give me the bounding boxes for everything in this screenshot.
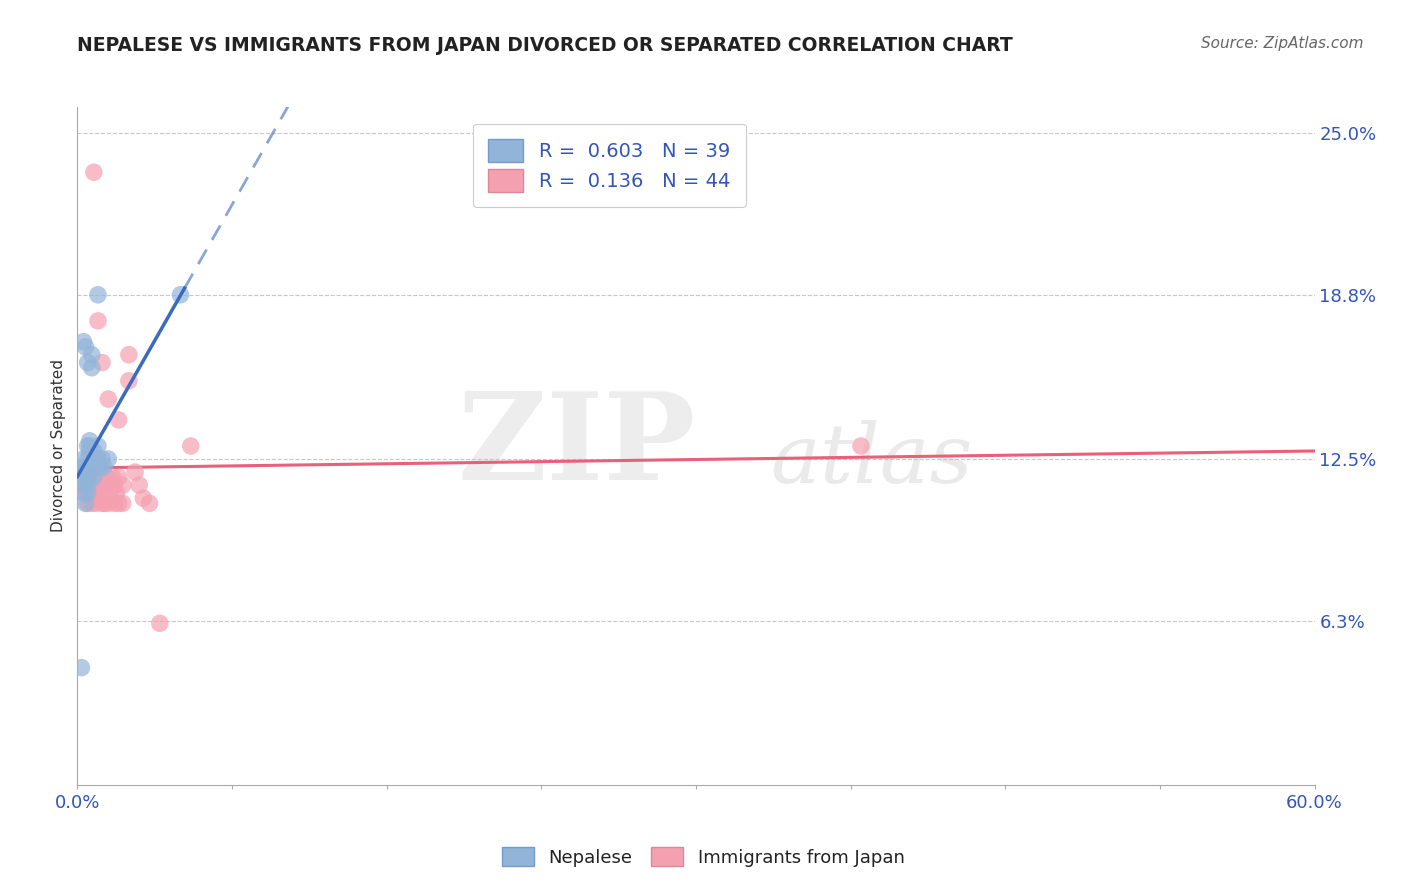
Point [80, 478, 103, 492]
Point [83, 444, 105, 458]
Point [180, 439, 202, 453]
Point [118, 348, 141, 362]
Text: Source: ZipAtlas.com: Source: ZipAtlas.com [1201, 36, 1364, 51]
Point [96, 470, 118, 484]
Point [79, 434, 101, 448]
Point [83, 470, 105, 484]
Point [75, 340, 97, 354]
Point [76, 478, 98, 492]
Point [79, 444, 101, 458]
Point [72, 459, 94, 474]
Point [97, 496, 120, 510]
Point [83, 470, 105, 484]
Point [76, 355, 98, 369]
Point [105, 486, 128, 500]
Point [75, 470, 97, 484]
Point [80, 459, 103, 474]
Point [80, 360, 103, 375]
Point [89, 459, 111, 474]
Point [75, 496, 97, 510]
Point [72, 486, 94, 500]
Point [124, 465, 146, 479]
Point [138, 496, 160, 510]
Point [87, 486, 110, 500]
Text: ZIP: ZIP [458, 387, 696, 505]
Point [91, 496, 114, 510]
Point [84, 496, 107, 510]
Point [149, 616, 172, 631]
Point [76, 486, 98, 500]
Point [72, 334, 94, 349]
Point [84, 452, 107, 467]
Point [103, 478, 125, 492]
Point [75, 486, 97, 500]
Point [93, 478, 115, 492]
Point [107, 413, 129, 427]
Point [76, 459, 98, 474]
Point [76, 452, 98, 467]
Point [132, 491, 155, 505]
Point [79, 470, 101, 484]
Point [97, 392, 120, 406]
Point [76, 470, 98, 484]
Point [75, 478, 97, 492]
Point [80, 496, 103, 510]
Point [98, 486, 121, 500]
Point [103, 496, 125, 510]
Point [111, 496, 134, 510]
Point [72, 452, 94, 467]
Point [118, 374, 141, 388]
Point [76, 496, 98, 510]
Point [80, 348, 103, 362]
Point [72, 465, 94, 479]
Point [79, 459, 101, 474]
Point [91, 486, 114, 500]
Legend: R =  0.603   N = 39, R =  0.136   N = 44: R = 0.603 N = 39, R = 0.136 N = 44 [472, 123, 745, 207]
Point [107, 496, 129, 510]
Point [83, 459, 105, 474]
Point [169, 287, 191, 301]
Point [91, 355, 114, 369]
Point [97, 478, 120, 492]
Point [87, 452, 110, 467]
Point [849, 439, 872, 453]
Point [70, 478, 93, 492]
Text: NEPALESE VS IMMIGRANTS FROM JAPAN DIVORCED OR SEPARATED CORRELATION CHART: NEPALESE VS IMMIGRANTS FROM JAPAN DIVORC… [77, 36, 1014, 54]
Point [83, 165, 105, 179]
Point [70, 660, 93, 674]
Point [83, 486, 105, 500]
Y-axis label: Divorced or Separated: Divorced or Separated [51, 359, 66, 533]
Point [76, 470, 98, 484]
Point [93, 496, 115, 510]
Point [87, 287, 110, 301]
Point [87, 470, 110, 484]
Point [75, 459, 97, 474]
Point [93, 459, 115, 474]
Point [87, 314, 110, 328]
Point [87, 439, 110, 453]
Point [79, 439, 101, 453]
Point [79, 459, 101, 474]
Point [107, 470, 129, 484]
Point [84, 459, 107, 474]
Point [76, 439, 98, 453]
Point [91, 452, 114, 467]
Text: atlas: atlas [770, 419, 973, 500]
Point [128, 478, 150, 492]
Legend: Nepalese, Immigrants from Japan: Nepalese, Immigrants from Japan [495, 840, 911, 874]
Point [89, 470, 111, 484]
Point [101, 470, 124, 484]
Point [72, 470, 94, 484]
Point [111, 478, 134, 492]
Point [97, 452, 120, 467]
